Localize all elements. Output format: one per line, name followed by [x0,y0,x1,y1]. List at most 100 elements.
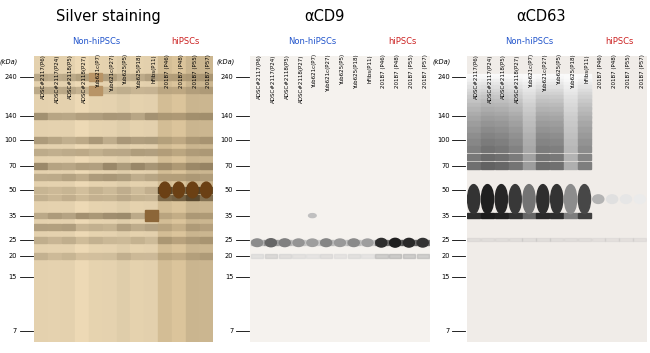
Bar [578,154,591,160]
Bar [578,127,591,133]
Bar [550,89,564,95]
Text: 201B7 (P48): 201B7 (P48) [179,54,184,88]
Bar [172,56,186,342]
Bar [34,56,47,342]
Bar [34,253,47,259]
Bar [578,92,591,98]
Bar [90,224,103,229]
Bar [144,56,158,342]
Bar [564,103,577,109]
Bar [200,224,213,229]
Ellipse shape [252,239,263,246]
Bar [62,253,75,259]
Bar [348,254,360,258]
Bar [90,86,103,95]
Bar [481,74,494,80]
Bar [536,146,549,152]
Text: Yub625(P5): Yub625(P5) [124,54,129,85]
Text: Non-hiPSCs: Non-hiPSCs [288,37,337,46]
Bar [481,154,494,160]
Bar [347,56,361,342]
Bar [564,56,577,342]
Bar [200,174,213,180]
Ellipse shape [320,239,332,246]
Ellipse shape [564,185,577,214]
Bar [34,74,47,80]
Bar [481,146,494,152]
Bar [550,112,564,118]
Bar [131,224,144,229]
Bar [509,139,522,145]
Bar [172,88,185,93]
Bar [536,85,549,92]
Bar [172,74,185,80]
Bar [578,238,591,241]
Bar [375,240,388,245]
Bar [200,253,213,259]
Bar [578,79,591,85]
Bar [536,162,549,169]
Bar [578,162,591,169]
Bar [319,56,333,342]
Bar [186,237,199,243]
Bar [186,195,199,201]
Text: ADSC#2118(P27): ADSC#2118(P27) [298,54,304,103]
Bar [592,238,605,241]
Bar [172,149,185,155]
Bar [481,139,494,145]
Text: (kDa): (kDa) [0,59,18,65]
Bar [34,137,47,143]
Bar [416,240,430,245]
Bar [467,85,480,92]
Bar [495,77,508,83]
Bar [550,238,564,241]
Bar [75,56,89,342]
Bar [131,174,144,180]
Bar [48,74,61,80]
Bar [536,107,549,114]
Bar [619,56,633,342]
Text: hiPSCs: hiPSCs [605,37,633,46]
Bar [62,224,75,229]
Bar [200,187,213,193]
Ellipse shape [201,182,212,198]
Bar [361,240,374,245]
Text: 35: 35 [225,213,233,219]
Bar [467,162,480,169]
Text: αCD9: αCD9 [304,9,345,24]
Bar [495,116,508,123]
Bar [159,74,172,80]
Bar [536,56,550,342]
Bar [103,187,116,193]
Bar [481,213,494,218]
Text: ADSC#2117(P24): ADSC#2117(P24) [55,54,60,103]
Bar [131,88,144,93]
Bar [90,149,103,155]
Text: 25: 25 [8,237,17,243]
Bar [361,56,374,342]
Bar [509,82,522,89]
Text: 201B7 (P48): 201B7 (P48) [395,54,400,88]
Bar [159,88,172,93]
Bar [550,127,564,133]
Bar [48,213,61,219]
Bar [495,121,508,128]
Bar [509,116,522,123]
Bar [578,146,591,152]
Bar [75,149,88,155]
Bar [578,112,591,118]
Text: 20: 20 [441,253,450,259]
Bar [117,213,130,219]
Bar [159,187,172,193]
Bar [172,195,185,201]
Bar [509,121,522,128]
Bar [62,74,75,80]
Bar [251,254,263,258]
Text: hiPSCs: hiPSCs [172,37,200,46]
Ellipse shape [280,239,291,247]
Bar [117,174,130,180]
Bar [117,195,130,201]
Bar [48,224,61,229]
Ellipse shape [578,185,590,214]
Text: ADSC#2117(P6): ADSC#2117(P6) [257,54,262,99]
